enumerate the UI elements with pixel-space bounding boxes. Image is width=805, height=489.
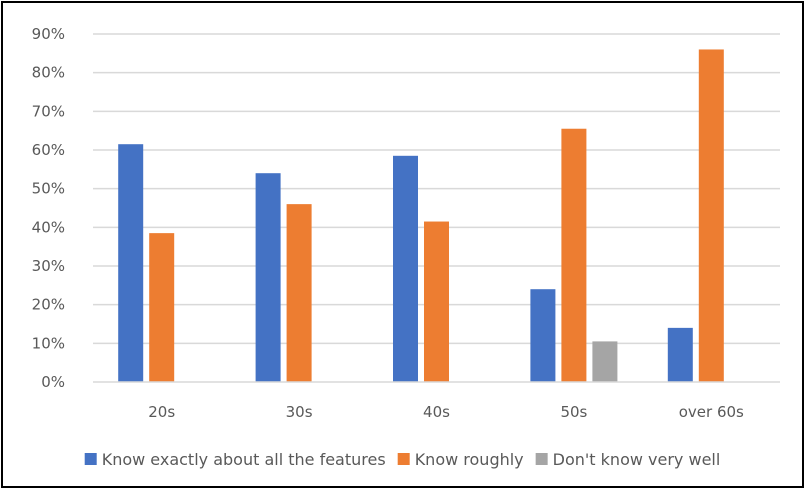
x-tick-label: 40s	[423, 403, 450, 421]
bar-over-60s-series-2	[698, 49, 724, 382]
legend-label: Know roughly	[415, 450, 524, 469]
y-axis-tick-labels: 0% 10% 20% 30% 40% 50% 60% 70% 80% 90%	[32, 25, 65, 391]
bar-50s-series-3	[592, 341, 618, 382]
legend: Know exactly about all the features Know …	[84, 450, 721, 469]
y-tick-label: 70%	[32, 102, 65, 120]
legend-item: Know roughly	[397, 450, 524, 469]
y-tick-label: 10%	[32, 334, 65, 352]
y-tick-label: 90%	[32, 25, 65, 43]
x-tick-label: 50s	[560, 403, 587, 421]
bar-40s-series-2	[424, 221, 449, 382]
y-tick-label: 50%	[32, 180, 65, 198]
bar-20s-series-2	[149, 233, 175, 382]
legend-label: Don't know very well	[553, 450, 721, 469]
x-axis-tick-labels: 20s 30s 40s 50s over 60s	[148, 403, 744, 421]
y-tick-label: 30%	[32, 257, 65, 275]
bar-20s-series-1	[118, 144, 144, 382]
bar-over-60s-series-1	[667, 327, 693, 382]
legend-item: Know exactly about all the features	[84, 450, 386, 469]
legend-swatch	[397, 453, 410, 465]
y-tick-label: 0%	[41, 373, 65, 391]
gridlines	[93, 33, 780, 345]
x-tick-label: over 60s	[679, 403, 744, 421]
y-tick-label: 60%	[32, 141, 65, 159]
y-tick-label: 20%	[32, 296, 65, 314]
legend-item: Don't know very well	[535, 450, 721, 469]
x-tick-label: 20s	[148, 403, 175, 421]
bars	[118, 49, 724, 382]
bar-40s-series-1	[393, 155, 418, 382]
bar-chart: 0% 10% 20% 30% 40% 50% 60% 70% 80% 90% 20s 30s 40s 5…	[32, 25, 780, 469]
y-tick-label: 80%	[32, 64, 65, 82]
bar-30s-series-2	[286, 204, 312, 382]
bar-30s-series-1	[255, 173, 281, 382]
x-tick-label: 30s	[286, 403, 313, 421]
legend-label: Know exactly about all the features	[102, 450, 386, 469]
legend-swatch	[84, 453, 97, 465]
bar-50s-series-1	[530, 289, 556, 382]
legend-swatch	[535, 453, 548, 465]
y-tick-label: 40%	[32, 218, 65, 236]
bar-50s-series-2	[561, 128, 587, 382]
